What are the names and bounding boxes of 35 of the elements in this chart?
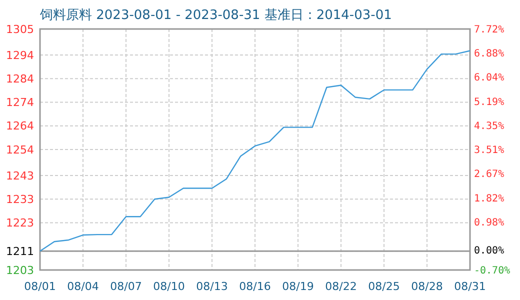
x-tick-label: 08/28 (411, 280, 443, 293)
y-tick-label: 1233 (6, 192, 34, 206)
x-tick-label: 08/25 (368, 280, 400, 293)
y-tick-label: 1243 (6, 169, 34, 182)
y2-tick-label: 3.51% (474, 145, 504, 156)
y-tick-label: 1274 (6, 96, 34, 110)
y2-tick-label: 6.04% (474, 72, 504, 84)
y2-tick-label: 4.35% (474, 120, 504, 132)
y-tick-label: 1254 (6, 143, 34, 156)
chart-title: 饲料原料 2023-08-01 - 2023-08-31 基准日：2014-03-01 (39, 8, 392, 23)
x-tick-label: 08/10 (153, 280, 185, 293)
y2-tick-label: 5.19% (474, 96, 504, 108)
y2-tick-label: 6.88% (474, 48, 504, 60)
y-tick-label: 1264 (6, 120, 34, 133)
y-tick-label: 1305 (6, 22, 34, 36)
y2-tick-label: -0.70% (474, 266, 510, 276)
x-tick-label: 08/16 (239, 280, 271, 293)
y2-tick-label: 0.98% (474, 217, 504, 228)
y2-tick-label: 0.00% (474, 245, 504, 256)
x-tick-label: 08/13 (196, 280, 228, 293)
x-tick-label: 08/07 (110, 280, 142, 293)
x-tick-label: 08/19 (282, 280, 314, 293)
y2-tick-label: 2.67% (474, 169, 504, 180)
y2-tick-label: 7.72% (474, 24, 504, 36)
x-tick-label: 08/04 (67, 280, 99, 293)
y-tick-label: 1211 (6, 244, 34, 258)
y-tick-label: 1203 (6, 264, 34, 277)
y-tick-label: 1294 (6, 48, 34, 62)
line-series (39, 50, 471, 252)
y-tick-label: 1284 (6, 72, 34, 86)
y-tick-label: 1223 (6, 216, 34, 230)
x-tick-label: 08/01 (24, 280, 56, 293)
x-tick-label: 08/22 (325, 280, 357, 293)
y2-tick-label: 1.82% (474, 193, 504, 204)
x-tick-label: 08/31 (454, 280, 486, 293)
